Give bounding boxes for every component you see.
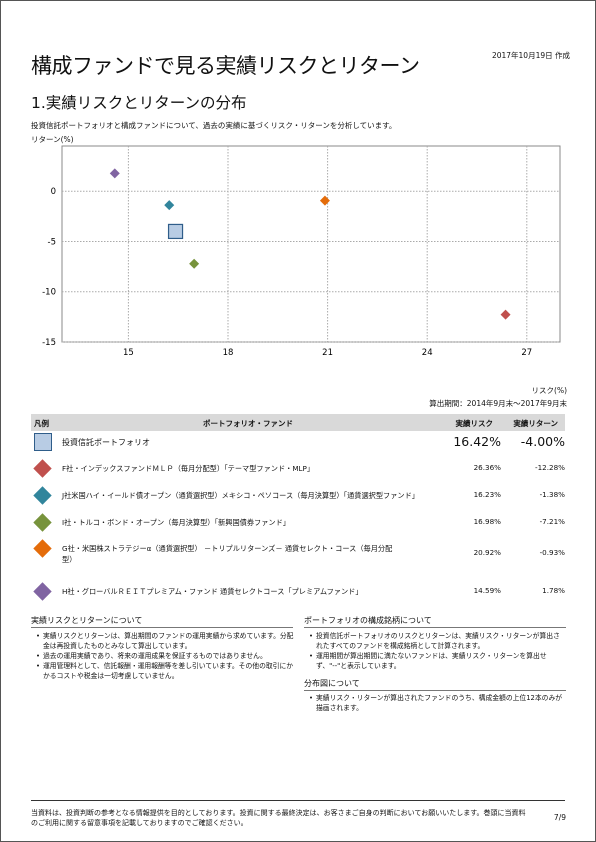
notes-right-heading: ポートフォリオの構成銘柄について <box>304 616 432 625</box>
portfolio-row: 投資信託ポートフォリオ 16.42% -4.00% <box>31 433 565 457</box>
table-header: 凡例 ポートフォリオ・ファンド 実績リスク 実績リターン <box>31 414 565 431</box>
fund-point <box>500 309 511 320</box>
note-item: 投資信託ポートフォリオのリスクとリターンは、実績リスク・リターンが算出されたすべ… <box>309 631 565 651</box>
y-tick-label: 0 <box>51 187 56 197</box>
footer-divider <box>31 800 565 801</box>
risk-value: 26.36% <box>473 463 501 472</box>
notes-right-heading-2: 分布図について <box>304 679 360 688</box>
page-number: 7/9 <box>553 813 566 822</box>
return-value: -12.28% <box>535 463 565 472</box>
risk-value: 20.92% <box>473 548 501 557</box>
risk-value: 14.59% <box>473 586 501 595</box>
header-fund: ポートフォリオ・ファンド <box>203 419 293 428</box>
fund-name: 投資信託ポートフォリオ <box>62 438 150 447</box>
notes-right-list-2: 実績リスク・リターンが算出されたファンドのうち、構成金額の上位12本のみが描画さ… <box>309 693 565 713</box>
page-title: 構成ファンドで見る実績リスクとリターン <box>31 54 420 78</box>
portfolio-square-marker <box>34 433 52 451</box>
table-row: H社・グローバルＲＥＩＴプレミアム・ファンド 通貨セレクトコース「プレミアムファ… <box>31 582 565 605</box>
x-tick-label: 15 <box>123 348 134 355</box>
created-date: 2017年10月19日 作成 <box>491 51 570 60</box>
fund-name: J社米国ハイ・イールド債オープン（通貨選択型）メキシコ・ペソコース（毎月決算型）… <box>62 491 419 500</box>
fund-name: H社・グローバルＲＥＩＴプレミアム・ファンド 通貨セレクトコース「プレミアムファ… <box>62 587 363 596</box>
x-tick-label: 21 <box>322 348 333 355</box>
header-legend: 凡例 <box>34 419 49 428</box>
return-value: -4.00% <box>520 434 565 449</box>
table-row: I社・トルコ・ボンド・オープン（毎月決算型）「新興国債券ファンド」 16.98% -… <box>31 513 565 536</box>
fund-name: F社・インデックスファンドＭＬＰ（毎月分配型）「テーマ型ファンド・MLP」 <box>62 464 315 473</box>
table-row: F社・インデックスファンドＭＬＰ（毎月分配型）「テーマ型ファンド・MLP」 26.… <box>31 459 565 482</box>
risk-value: 16.42% <box>453 434 501 449</box>
header-risk: 実績リスク <box>455 419 494 428</box>
y-axis-label: リターン(%) <box>31 135 74 144</box>
fund-point <box>109 168 120 179</box>
section-heading: 1.実績リスクとリターンの分布 <box>31 94 247 112</box>
fund-diamond-marker <box>33 486 52 505</box>
table-row: G社・米国株ストラテジーα（通貨選択型） －トリプルリターンズ－ 通貨セレクト・… <box>31 539 565 576</box>
plot-area <box>61 145 561 343</box>
section-description: 投資信託ポートフォリオと構成ファンドについて、過去の実績に基づくリスク・リターン… <box>31 121 397 130</box>
footer-disclaimer: 当資料は、投資判断の参考となる情報提供を目的としております。投資に関する最終決定… <box>31 809 526 827</box>
note-item: 運用管理料として、信託報酬・運用報酬等を差し引いています。その他の取引にかかるコ… <box>36 661 294 681</box>
divider <box>31 627 293 628</box>
note-item: 実績リスク・リターンが算出されたファンドのうち、構成金額の上位12本のみが描画さ… <box>309 693 565 713</box>
notes-left-list: 実績リスクとリターンは、算出期間のファンドの運用実績から求めています。分配金は再… <box>36 631 294 681</box>
calc-period: 算出期間：2014年9月末～2017年9月末 <box>429 399 567 408</box>
fund-diamond-marker <box>33 539 52 558</box>
fund-name: G社・米国株ストラテジーα（通貨選択型） －トリプルリターンズ－ 通貨セレクト・… <box>62 544 393 564</box>
fund-point <box>319 195 330 206</box>
fund-point <box>164 200 175 211</box>
fund-diamond-marker <box>33 513 52 532</box>
return-value: -0.93% <box>539 548 565 557</box>
risk-return-scatter: 15 18 21 24 27 0 -5 -10 -15 <box>42 145 561 355</box>
y-tick-label: -15 <box>42 338 56 348</box>
risk-value: 16.23% <box>473 490 501 499</box>
x-tick-label: 18 <box>223 348 234 355</box>
fund-name: I社・トルコ・ボンド・オープン（毎月決算型）「新興国債券ファンド」 <box>62 518 290 527</box>
header-return: 実績リターン <box>513 419 558 428</box>
y-tick-label: -10 <box>42 288 56 298</box>
divider <box>304 690 566 691</box>
fund-point <box>189 258 200 269</box>
risk-value: 16.98% <box>473 517 501 526</box>
return-value: 1.78% <box>542 586 565 595</box>
notes-left-heading: 実績リスクとリターンについて <box>31 616 143 625</box>
x-tick-label: 27 <box>521 348 532 355</box>
note-item: 運用期間が算出期間に満たないファンドは、実績リスク・リターンを算出せず、"--"… <box>309 651 565 671</box>
y-tick-label: -5 <box>48 237 56 247</box>
fund-diamond-marker <box>33 459 52 478</box>
divider <box>304 627 566 628</box>
fund-diamond-marker <box>33 582 52 601</box>
return-value: -7.21% <box>539 517 565 526</box>
x-tick-label: 24 <box>422 348 433 355</box>
x-axis-label: リスク(%) <box>531 386 567 395</box>
note-item: 過去の運用実績であり、将来の運用成果を保証するものではありません。 <box>36 651 294 661</box>
note-item: 実績リスクとリターンは、算出期間のファンドの運用実績から求めています。分配金は再… <box>36 631 294 651</box>
portfolio-point <box>167 223 184 240</box>
return-value: -1.38% <box>539 490 565 499</box>
table-row: J社米国ハイ・イールド債オープン（通貨選択型）メキシコ・ペソコース（毎月決算型）… <box>31 486 565 509</box>
notes-right-list: 投資信託ポートフォリオのリスクとリターンは、実績リスク・リターンが算出されたすべ… <box>309 631 565 671</box>
